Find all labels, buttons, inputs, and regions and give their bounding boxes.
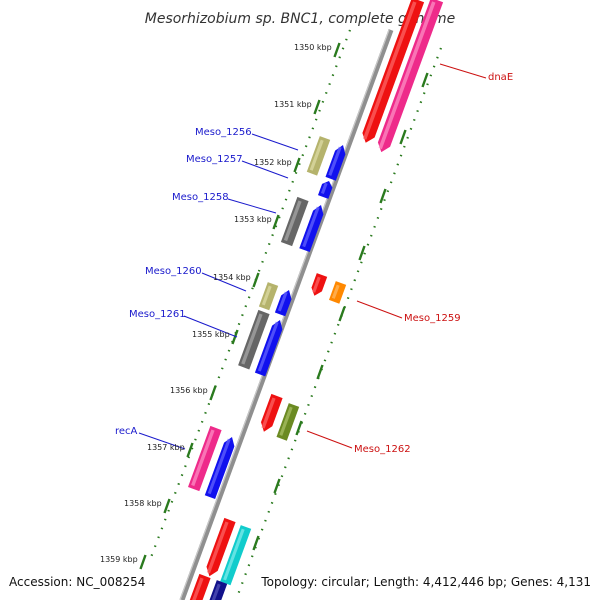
ruler-tick bbox=[272, 214, 280, 230]
gene-red-bottom-highlight bbox=[206, 521, 229, 574]
gene-meso-1262-red-highlight bbox=[261, 397, 276, 429]
gene-meso-1262-olive[interactable] bbox=[276, 403, 300, 441]
gene-meso-1259-orange[interactable] bbox=[329, 281, 347, 304]
ruler-tick bbox=[163, 498, 171, 514]
ruler-tick bbox=[379, 188, 387, 204]
ruler-tick bbox=[139, 554, 147, 570]
gene-blue-2-highlight bbox=[302, 206, 320, 248]
leader-reca bbox=[138, 432, 186, 450]
gene-label-reca[interactable]: recA bbox=[115, 426, 138, 437]
gene-blue-4-highlight bbox=[257, 321, 279, 372]
label-leaders bbox=[138, 63, 487, 450]
gene-meso-1261-highlight bbox=[241, 313, 263, 365]
gene-dnae-red-highlight bbox=[362, 1, 417, 140]
leader-meso-1258 bbox=[227, 198, 277, 214]
leader-meso-1262 bbox=[306, 430, 353, 449]
ruler-label: 1358 kbp bbox=[124, 499, 162, 508]
leader-meso-1261 bbox=[183, 315, 238, 338]
gene-meso-1259-red[interactable] bbox=[311, 273, 328, 296]
gene-navy-bottom-highlight bbox=[211, 583, 221, 600]
genome-backbone bbox=[179, 29, 394, 600]
ruler-tick bbox=[313, 99, 321, 115]
leader-meso-1259 bbox=[356, 300, 403, 319]
gene-blue-1-highlight bbox=[328, 146, 342, 176]
ruler-label: 1353 kbp bbox=[234, 215, 272, 224]
leader-meso-1256 bbox=[251, 133, 299, 151]
tick-lines bbox=[139, 29, 443, 600]
ruler-label: 1359 kbp bbox=[100, 555, 138, 564]
gene-meso-1256-highlight bbox=[309, 139, 324, 171]
ruler-label: 1355 kbp bbox=[192, 330, 230, 339]
gene-labels-left: Meso_1256 Meso_1257 Meso_1258 Meso_1260 … bbox=[115, 127, 252, 437]
gene-blue-3-highlight bbox=[277, 291, 288, 312]
gene-cyan-bottom-highlight bbox=[223, 528, 245, 581]
ruler-label: 1351 kbp bbox=[274, 100, 312, 109]
gene-label-meso-1261[interactable]: Meso_1261 bbox=[129, 309, 186, 320]
topology-text: Topology: circular; Length: 4,412,446 bp… bbox=[260, 575, 591, 589]
leader-meso-1260 bbox=[201, 272, 247, 292]
gene-reca-highlight bbox=[191, 429, 215, 487]
ruler-tick bbox=[209, 385, 217, 401]
tick-line bbox=[234, 47, 443, 600]
gene-meso-1258-highlight bbox=[283, 200, 302, 242]
ruler-tick bbox=[186, 442, 194, 458]
gene-blue-5-highlight bbox=[207, 438, 231, 495]
tick-line bbox=[148, 29, 352, 561]
ruler-tick bbox=[358, 245, 366, 261]
leader-meso-1257 bbox=[241, 160, 289, 179]
ruler-tick bbox=[338, 306, 346, 322]
gene-label-meso-1256[interactable]: Meso_1256 bbox=[195, 127, 252, 138]
ruler-labels: 1350 kbp 1351 kbp 1352 kbp 1353 kbp 1354… bbox=[100, 43, 332, 564]
ruler-tick bbox=[252, 535, 260, 551]
gene-label-dnae[interactable]: dnaE bbox=[488, 72, 513, 83]
gene-label-meso-1257[interactable]: Meso_1257 bbox=[186, 154, 243, 165]
ruler-tick bbox=[273, 478, 281, 494]
gene-meso-1262-olive-highlight bbox=[279, 406, 293, 436]
accession-text: Accession: NC_008254 bbox=[9, 575, 145, 589]
gene-label-meso-1258[interactable]: Meso_1258 bbox=[172, 192, 229, 203]
gene-labels-right: dnaE Meso_1259 Meso_1262 bbox=[354, 72, 513, 455]
ruler-tick bbox=[421, 72, 429, 88]
gene-meso-1259-red-highlight bbox=[312, 276, 321, 293]
gene-dnae-pink-highlight bbox=[378, 1, 436, 150]
gene-label-meso-1262[interactable]: Meso_1262 bbox=[354, 444, 411, 455]
ruler-tick bbox=[293, 157, 301, 173]
ruler-tick bbox=[399, 129, 407, 145]
ruler-label: 1354 kbp bbox=[213, 273, 251, 282]
ruler-tick bbox=[316, 364, 324, 380]
ruler-label: 1357 kbp bbox=[147, 443, 185, 452]
ruler-tick bbox=[333, 42, 341, 58]
ruler-tick bbox=[252, 272, 260, 288]
gene-meso-1257-highlight bbox=[320, 182, 328, 195]
ruler-label: 1350 kbp bbox=[294, 43, 332, 52]
ruler-tick bbox=[231, 329, 239, 345]
gene-features bbox=[188, 0, 444, 600]
gene-meso-1259-orange-highlight bbox=[331, 284, 340, 299]
gene-label-meso-1259[interactable]: Meso_1259 bbox=[404, 313, 461, 324]
gene-meso-1260-highlight bbox=[261, 285, 272, 306]
ruler-label: 1356 kbp bbox=[170, 386, 208, 395]
gene-label-meso-1260[interactable]: Meso_1260 bbox=[145, 266, 202, 277]
ruler-tick bbox=[295, 420, 303, 436]
ruler-label: 1352 kbp bbox=[254, 158, 292, 167]
leader-dnae bbox=[439, 63, 487, 79]
map-title: Mesorhizobium sp. BNC1, complete genome bbox=[145, 11, 456, 27]
gene-red-bottom-2-highlight bbox=[192, 577, 204, 600]
